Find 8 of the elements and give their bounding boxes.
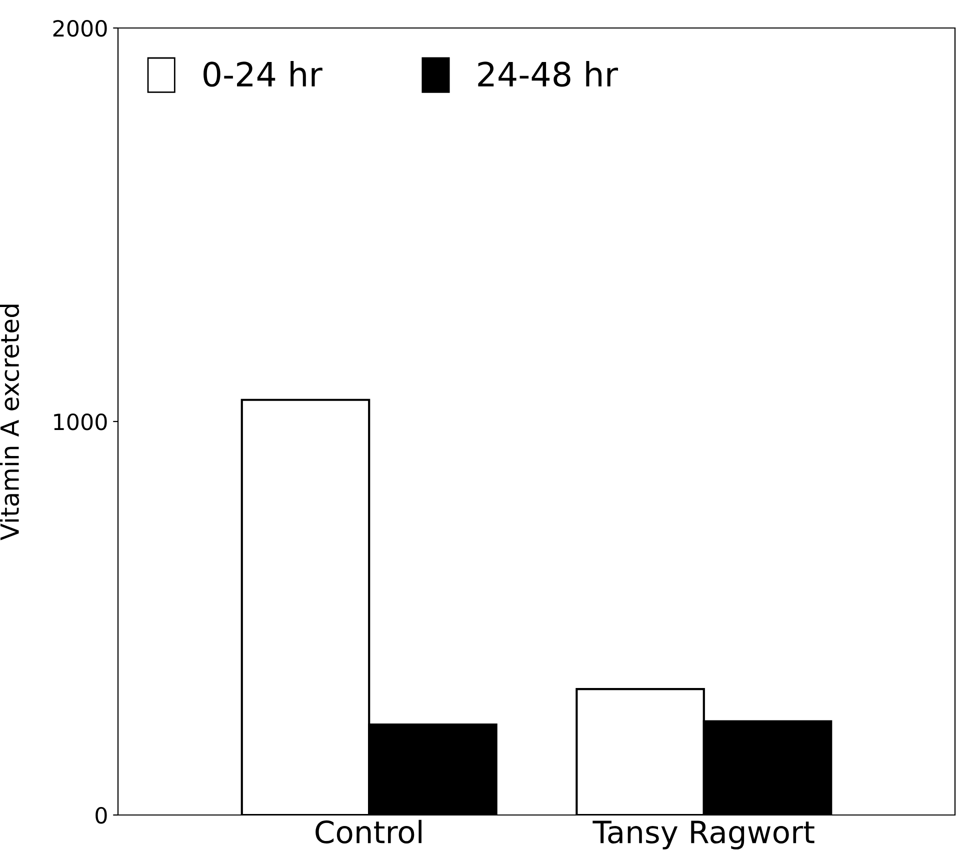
y-axis-title: Vitamin A excreted xyxy=(0,304,20,540)
legend-label: 0-24 hr xyxy=(204,61,322,87)
y-tick-label: 0 xyxy=(96,806,107,824)
legend-label: 24-48 hr xyxy=(478,61,618,87)
x-tick-label: Control xyxy=(316,820,422,844)
x-tick-label: Tansy Ragwort xyxy=(592,820,814,850)
y-tick-label: 2000 xyxy=(53,20,107,37)
y-tick-label: 1000 xyxy=(54,413,107,430)
